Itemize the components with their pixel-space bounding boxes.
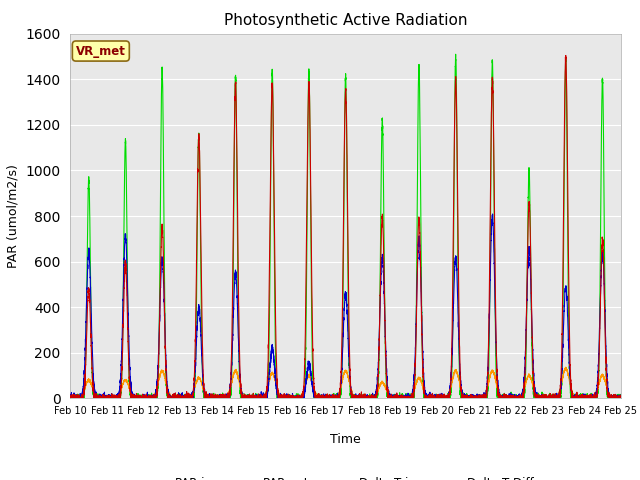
Y-axis label: PAR (umol/m2/s): PAR (umol/m2/s) bbox=[7, 164, 20, 268]
Text: VR_met: VR_met bbox=[76, 45, 126, 58]
Legend: PAR in, PAR out, Delta-T in, Delta-T Diffuse: PAR in, PAR out, Delta-T in, Delta-T Dif… bbox=[132, 472, 559, 480]
Title: Photosynthetic Active Radiation: Photosynthetic Active Radiation bbox=[224, 13, 467, 28]
X-axis label: Time: Time bbox=[330, 432, 361, 446]
